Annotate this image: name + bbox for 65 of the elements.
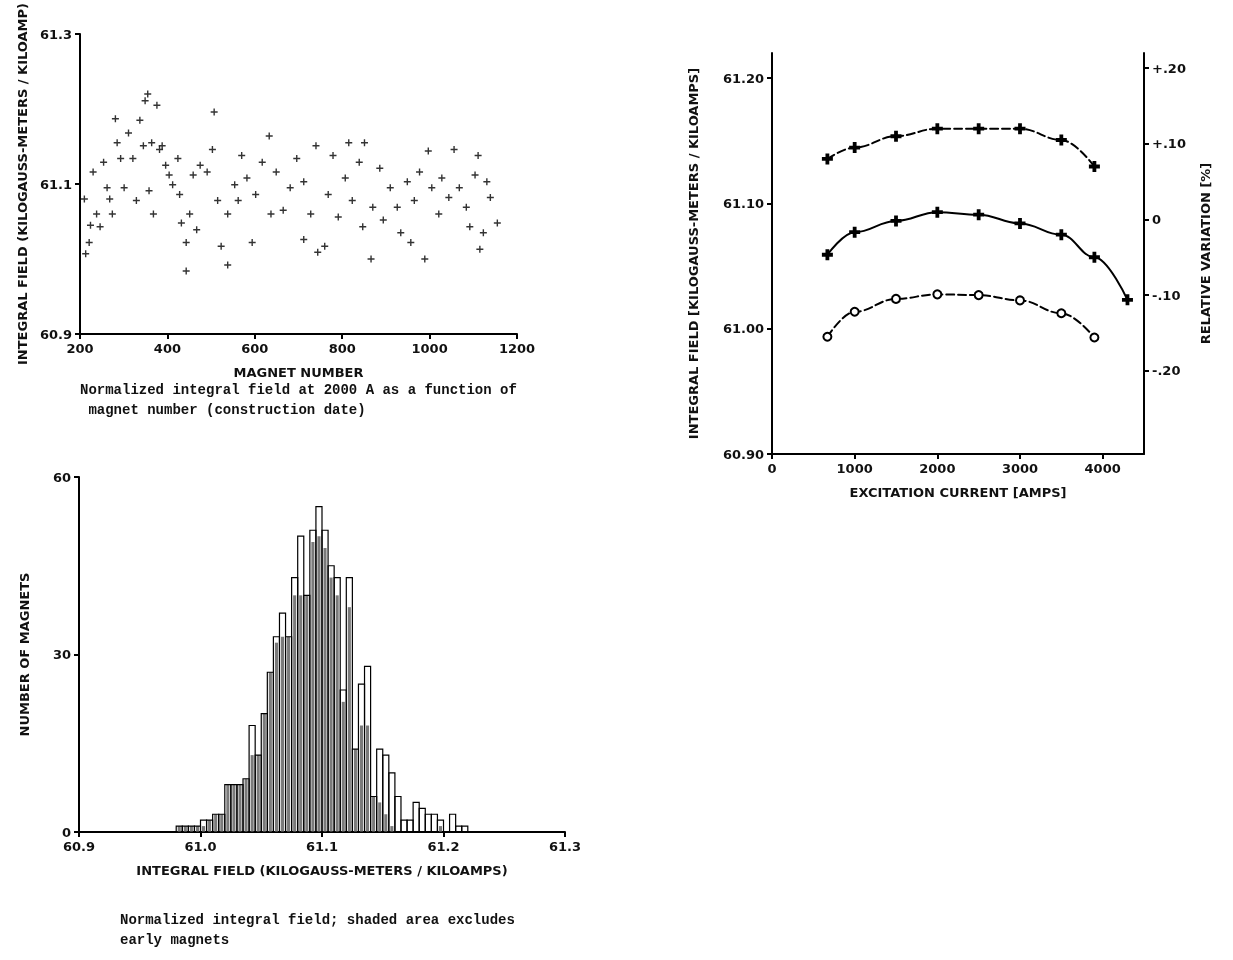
- y-axis-title: INTEGRAL FIELD (KILOGAUSS-METERS / KILOAMP): [15, 2, 31, 366]
- x-tick-label: 1000: [411, 341, 448, 356]
- text: Normalized integral field; shaded area excludes early magnets: [120, 912, 524, 948]
- point: [1088, 160, 1100, 172]
- y-axis-title: NUMBER OF MAGNETS: [17, 572, 32, 737]
- x-tick-label: 400: [153, 341, 181, 356]
- x-axis-title: EXCITATION CURRENT [AMPS]: [849, 485, 1067, 500]
- y2-tick-label: -.20: [1152, 363, 1181, 379]
- point: [931, 123, 943, 135]
- point: [932, 289, 943, 300]
- x-tick-label: 3000: [1001, 461, 1039, 476]
- point: [1056, 308, 1067, 319]
- point: [891, 293, 901, 304]
- point: [1055, 134, 1067, 146]
- point: [890, 130, 902, 142]
- y-tick-label: 61.10: [722, 195, 764, 211]
- y-tick-label: 0: [61, 824, 71, 840]
- x-tick-label: 800: [328, 341, 356, 356]
- point: [849, 142, 861, 154]
- point: [821, 153, 833, 165]
- y2-axis-title: RELATIVE VARIATION [%]: [1198, 162, 1213, 345]
- point: [849, 306, 860, 317]
- x-tick-label: 61.2: [427, 839, 460, 854]
- x-tick-label: 4000: [1084, 461, 1121, 476]
- y-axis-title: INTEGRAL FIELD [KILOGAUSS-METERS / KILOAMPS]: [686, 67, 701, 440]
- point: [1121, 294, 1133, 306]
- x-tick-label: 1000: [836, 461, 873, 476]
- y-tick-label: 60.90: [722, 446, 764, 462]
- point: [1015, 295, 1025, 306]
- y2-tick-label: +.20: [1152, 60, 1186, 76]
- point: [1089, 332, 1100, 343]
- y2-tick-label: -.10: [1152, 287, 1181, 303]
- point: [1014, 217, 1026, 229]
- point: [973, 123, 985, 135]
- y-tick-label: 61.1: [39, 176, 72, 192]
- x-axis-title: INTEGRAL FIELD (KILOGAUSS-METERS / KILOAMPS): [136, 863, 508, 878]
- y2-tick-label: 0: [1152, 211, 1162, 227]
- x-axis-title: MAGNET NUMBER: [233, 365, 364, 380]
- x-tick-label: 61.0: [184, 839, 217, 854]
- x-tick-label: 600: [241, 341, 269, 356]
- point: [1055, 229, 1067, 241]
- x-tick-label: 61.1: [305, 839, 339, 854]
- x-tick-label: 61.3: [548, 839, 582, 854]
- point: [890, 215, 902, 227]
- point: [1088, 251, 1100, 263]
- y-tick-label: 60.9: [39, 326, 72, 342]
- y2-tick-label: +.10: [1152, 136, 1186, 152]
- point: [821, 249, 833, 261]
- x-tick-label: 60.9: [62, 839, 96, 854]
- y-tick-label: 61.00: [722, 321, 764, 337]
- y-tick-label: 30: [52, 647, 71, 662]
- point: [931, 206, 943, 218]
- point: [1014, 123, 1026, 135]
- x-tick-label: 1200: [498, 341, 536, 356]
- point: [822, 331, 833, 342]
- point: [973, 290, 984, 301]
- x-tick-label: 200: [66, 341, 94, 356]
- y-tick-label: 60: [52, 469, 71, 485]
- point: [849, 226, 861, 238]
- x-tick-label: 0: [767, 461, 777, 476]
- x-tick-label: 2000: [919, 461, 956, 476]
- y-tick-label: 61.20: [722, 70, 764, 86]
- text: Normalized integral field at 2000 A as a function of magnet number (construction date): [80, 382, 517, 418]
- y-tick-label: 61.3: [39, 26, 72, 42]
- point: [973, 209, 985, 221]
